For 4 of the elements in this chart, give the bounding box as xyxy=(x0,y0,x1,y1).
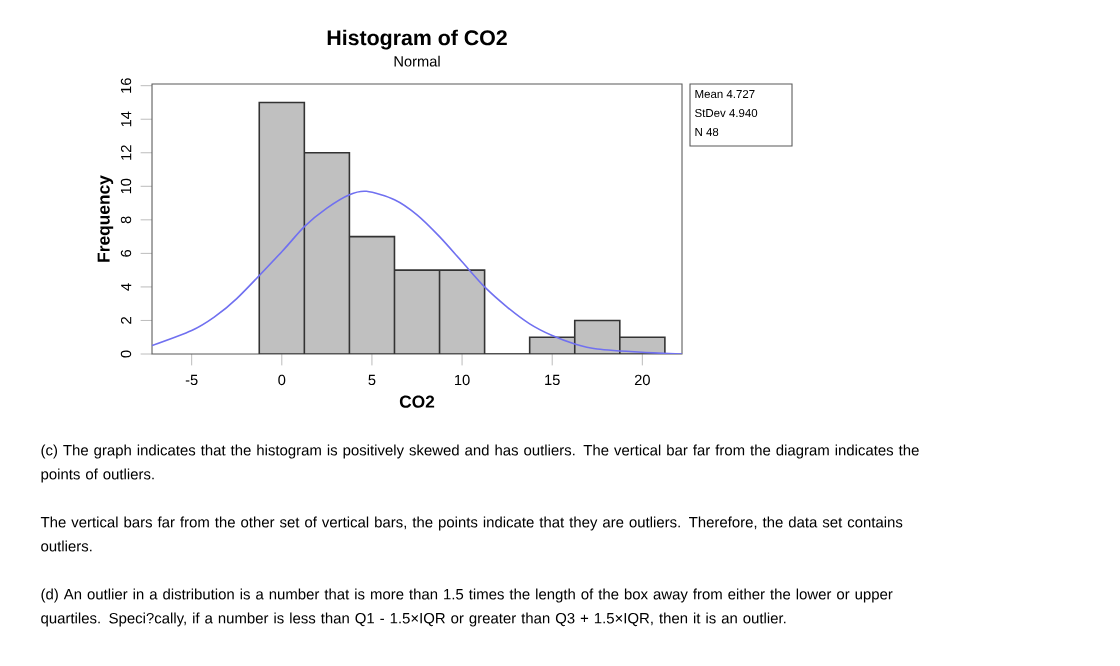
chart-title: Histogram of CO2 xyxy=(327,29,507,50)
line-series xyxy=(152,190,683,355)
y-axis-title: Frequency xyxy=(97,175,114,262)
x-axis-title: CO2 xyxy=(399,395,435,408)
